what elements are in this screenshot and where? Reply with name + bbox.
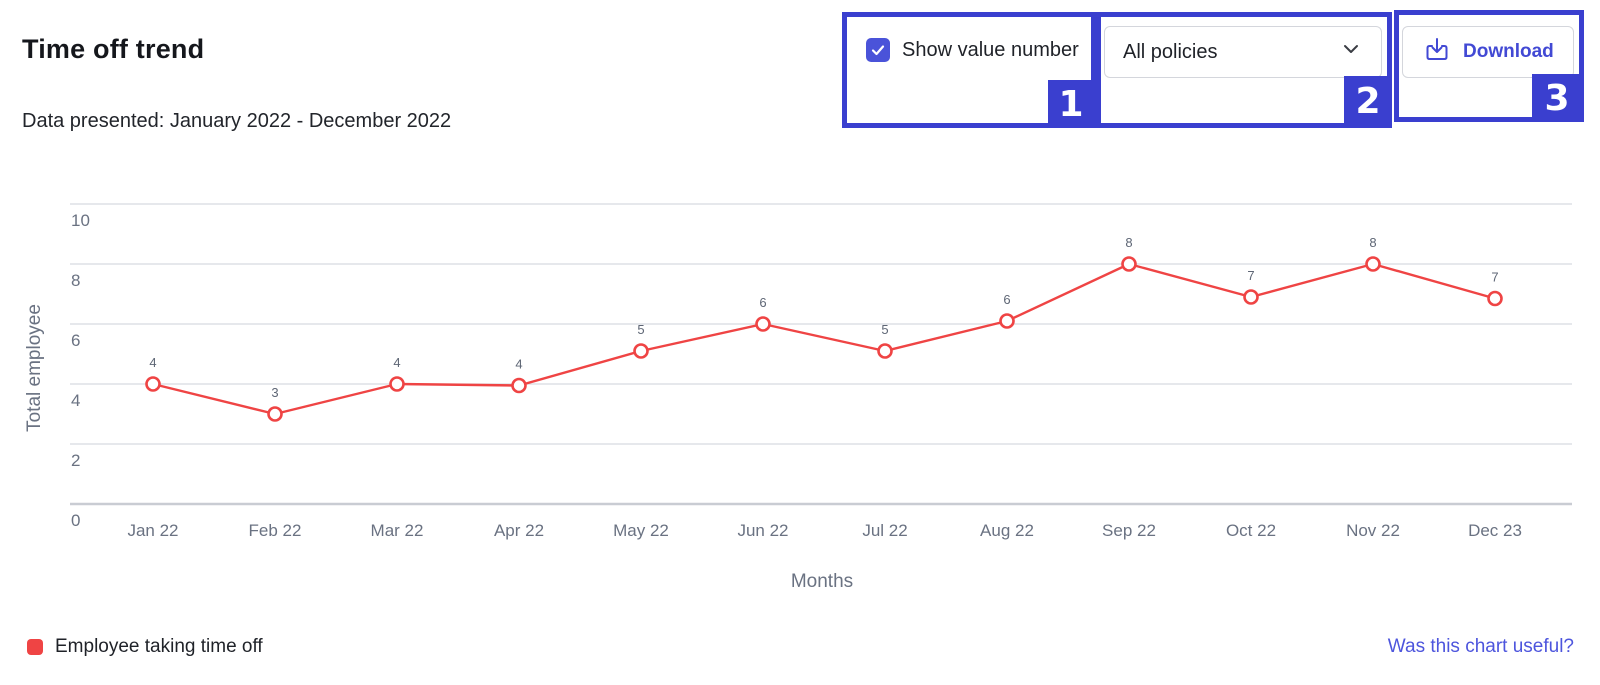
- y-tick-label: 0: [71, 511, 80, 530]
- data-range-subtitle: Data presented: January 2022 - December …: [22, 110, 452, 132]
- data-point[interactable]: [755, 316, 771, 332]
- data-label: 7: [1247, 268, 1254, 283]
- x-tick-label: Jan 22: [127, 521, 178, 540]
- data-label: 3: [271, 385, 278, 400]
- x-tick-label: Jun 22: [737, 521, 788, 540]
- policy-select-value: All policies: [1123, 40, 1218, 63]
- data-point[interactable]: [267, 406, 283, 422]
- x-axis-label: Months: [791, 571, 853, 592]
- x-tick-label: Mar 22: [371, 521, 424, 540]
- x-axis-ticks: Jan 22 Feb 22 Mar 22 Apr 22 May 22 Jun 22 Jul …: [127, 521, 1521, 540]
- data-point[interactable]: [511, 377, 527, 394]
- chart-grid: [70, 203, 1572, 506]
- data-point[interactable]: [633, 343, 649, 359]
- series-line: [152, 262, 1496, 416]
- data-point[interactable]: [999, 313, 1015, 329]
- data-label: 6: [759, 295, 766, 310]
- x-tick-label: Apr 22: [494, 521, 544, 540]
- checkbox-checked-icon[interactable]: [866, 38, 890, 62]
- x-tick-label: May 22: [613, 521, 669, 540]
- y-tick-label: 2: [71, 451, 80, 470]
- y-tick-label: 8: [71, 271, 80, 290]
- show-value-checkbox[interactable]: Show value number: [866, 38, 1079, 62]
- annotation-badge-1: 1: [1048, 80, 1094, 128]
- policy-select[interactable]: All policies: [1104, 26, 1382, 78]
- y-tick-label: 6: [71, 331, 80, 350]
- download-label: Download: [1463, 41, 1554, 62]
- data-label: 8: [1369, 235, 1376, 250]
- x-tick-label: Dec 23: [1468, 521, 1522, 540]
- data-point[interactable]: [1121, 256, 1137, 272]
- y-axis-ticks: 0 2 4 6 8 10: [71, 211, 90, 530]
- x-tick-label: Nov 22: [1346, 521, 1400, 540]
- data-label: 8: [1125, 235, 1132, 250]
- x-tick-label: Feb 22: [249, 521, 302, 540]
- legend-swatch: [27, 639, 43, 655]
- legend-label: Employee taking time off: [55, 636, 263, 657]
- chart-feedback-link[interactable]: Was this chart useful?: [1387, 636, 1574, 657]
- y-tick-label: 4: [71, 391, 80, 410]
- chevron-down-icon: [1341, 39, 1361, 65]
- line-chart: 0 2 4 6 8 10 Jan 22 Feb 22 Mar 22 Apr 22 May 22 Ju…: [24, 203, 1572, 592]
- data-point[interactable]: [877, 343, 893, 359]
- data-label: 4: [515, 357, 522, 372]
- data-label: 5: [637, 322, 644, 337]
- show-value-label: Show value number: [902, 38, 1079, 61]
- y-tick-label: 10: [71, 211, 90, 230]
- x-tick-label: Oct 22: [1226, 521, 1276, 540]
- series-employee-time-off: 4 3 4 4 5 6 5 6 8 7 8 7: [145, 235, 1503, 422]
- data-point[interactable]: [389, 376, 405, 392]
- x-tick-label: Sep 22: [1102, 521, 1156, 540]
- data-point[interactable]: [1365, 256, 1381, 272]
- data-label: 6: [1003, 292, 1010, 307]
- data-label: 4: [393, 355, 400, 370]
- annotation-badge-2: 2: [1344, 76, 1392, 126]
- annotation-badge-3: 3: [1532, 74, 1582, 122]
- data-label: 4: [149, 355, 156, 370]
- page-title: Time off trend: [22, 34, 205, 64]
- y-axis-label: Total employee: [24, 304, 45, 432]
- data-point[interactable]: [1487, 290, 1503, 307]
- chart-legend: Employee taking time off: [27, 636, 263, 658]
- data-point[interactable]: [1243, 289, 1259, 305]
- annotation-box-1: [842, 12, 1096, 128]
- data-point[interactable]: [145, 376, 161, 392]
- data-label: 7: [1491, 270, 1498, 285]
- x-tick-label: Jul 22: [862, 521, 907, 540]
- data-label: 5: [881, 322, 888, 337]
- download-icon: [1423, 35, 1451, 69]
- x-tick-label: Aug 22: [980, 521, 1034, 540]
- download-button[interactable]: Download: [1402, 26, 1574, 78]
